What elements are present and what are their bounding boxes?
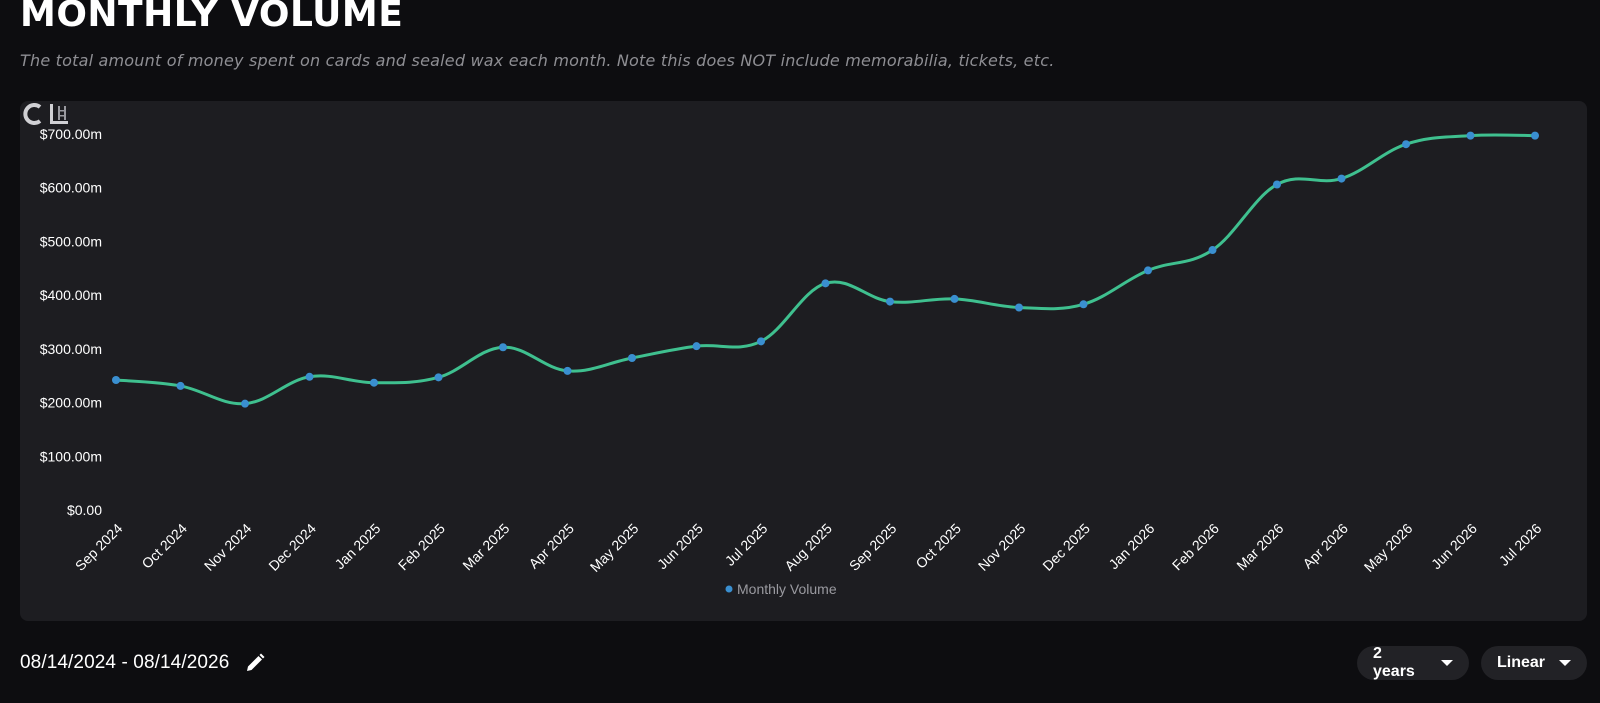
x-tick-label: May 2025: [587, 520, 642, 575]
chart-card: $0.00 $100.00m $200.00m $300.00m $400.00m $50…: [20, 101, 1587, 621]
x-tick-label: Oct 2025: [912, 520, 964, 572]
data-point[interactable]: [1273, 180, 1281, 189]
data-point[interactable]: [563, 366, 572, 375]
series-line-monthly-volume: [114, 133, 1537, 406]
x-tick-label: Mar 2025: [459, 520, 512, 573]
pencil-icon[interactable]: [243, 651, 267, 675]
monthly-volume-chart: $0.00 $100.00m $200.00m $300.00m $400.00m $50…: [40, 126, 1545, 597]
page-title: MONTHLY VOLUME: [20, 0, 404, 35]
chart-controls: 2 years Linear: [1357, 645, 1587, 680]
y-tick-label: $600.00m: [40, 180, 102, 196]
x-tick-label: Mar 2026: [1233, 520, 1286, 573]
chart-legend[interactable]: Monthly Volume: [725, 581, 837, 597]
legend-label: Monthly Volume: [737, 581, 837, 597]
x-axis: Sep 2024 Oct 2024 Nov 2024 Dec 2024 Jan 2025…: [72, 520, 1545, 575]
y-tick-label: $200.00m: [40, 395, 102, 411]
data-point[interactable]: [370, 378, 378, 387]
data-point[interactable]: [1015, 303, 1023, 312]
x-tick-label: Jun 2026: [1428, 520, 1480, 572]
y-tick-label: $300.00m: [40, 341, 102, 357]
data-point[interactable]: [692, 342, 701, 351]
x-tick-label: Oct 2024: [138, 520, 190, 572]
data-point[interactable]: [434, 373, 443, 382]
y-tick-label: $0.00: [67, 502, 102, 518]
data-point[interactable]: [241, 399, 249, 408]
x-tick-label: Feb 2026: [1169, 520, 1222, 573]
x-tick-label: Nov 2025: [975, 520, 1029, 574]
range-select-value: 2 years: [1373, 645, 1415, 680]
data-points: [112, 131, 1539, 408]
data-point[interactable]: [1337, 174, 1346, 183]
data-point[interactable]: [1079, 300, 1088, 309]
data-point[interactable]: [628, 353, 636, 362]
cardladder-logo: [23, 103, 68, 125]
data-point[interactable]: [1402, 140, 1410, 149]
scale-select[interactable]: Linear: [1481, 646, 1587, 680]
date-range-text: 08/14/2024 - 08/14/2026: [20, 652, 230, 673]
data-point[interactable]: [305, 372, 314, 381]
x-tick-label: Apr 2025: [525, 520, 577, 572]
data-point[interactable]: [176, 381, 185, 390]
x-tick-label: Jun 2025: [654, 520, 706, 572]
x-tick-label: Aug 2025: [781, 520, 835, 574]
x-tick-label: Jan 2026: [1105, 520, 1157, 572]
data-point[interactable]: [1531, 131, 1539, 140]
range-select[interactable]: 2 years: [1357, 645, 1469, 680]
x-tick-label: Jul 2025: [722, 520, 771, 569]
data-point[interactable]: [757, 337, 765, 346]
data-point[interactable]: [886, 297, 894, 306]
x-tick-label: Jan 2025: [331, 520, 383, 572]
y-tick-label: $100.00m: [40, 448, 102, 464]
y-tick-label: $500.00m: [40, 233, 102, 249]
x-tick-label: Nov 2024: [201, 520, 255, 574]
scale-select-value: Linear: [1497, 654, 1546, 671]
data-point[interactable]: [1144, 266, 1152, 275]
caret-down-icon: [1559, 660, 1572, 666]
data-point[interactable]: [821, 279, 830, 288]
data-point[interactable]: [499, 343, 507, 352]
y-tick-label: $400.00m: [40, 287, 102, 303]
y-axis: $0.00 $100.00m $200.00m $300.00m $400.00m $50…: [40, 126, 102, 518]
data-point[interactable]: [950, 294, 959, 303]
y-tick-label: $700.00m: [40, 126, 102, 142]
x-tick-label: Dec 2025: [1039, 520, 1093, 574]
page-subtitle: The total amount of money spent on cards…: [20, 51, 1055, 70]
data-point[interactable]: [1208, 246, 1217, 255]
x-tick-label: Dec 2024: [265, 520, 319, 574]
date-range: 08/14/2024 - 08/14/2026: [20, 651, 267, 675]
x-tick-label: Apr 2026: [1299, 520, 1351, 572]
caret-down-icon: [1441, 660, 1453, 666]
legend-marker: [725, 585, 733, 593]
x-tick-label: Sep 2025: [846, 520, 900, 574]
x-tick-label: May 2026: [1361, 520, 1416, 575]
x-tick-label: Jul 2026: [1496, 520, 1545, 569]
x-tick-label: Feb 2025: [395, 520, 448, 573]
data-point[interactable]: [112, 376, 120, 385]
x-tick-label: Sep 2024: [72, 520, 126, 574]
data-point[interactable]: [1466, 131, 1475, 140]
